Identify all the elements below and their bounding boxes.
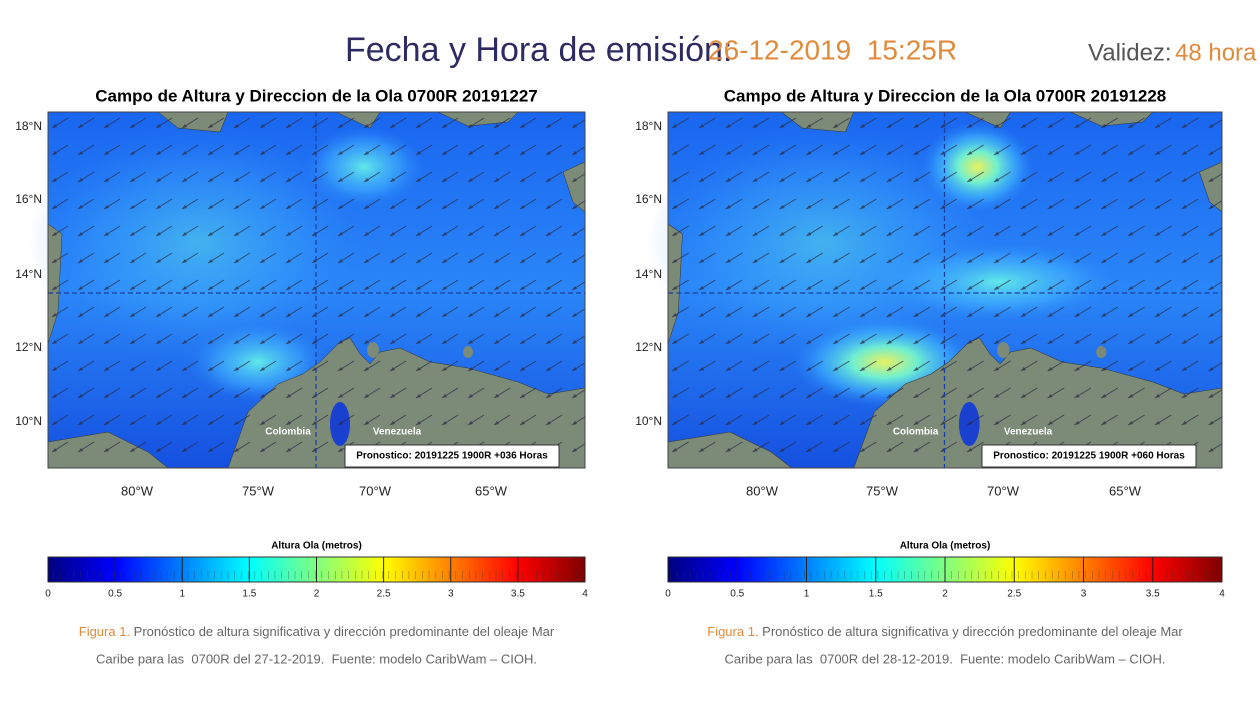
header-datetime: 26-12-2019 15:25R <box>708 34 957 65</box>
colorbar-tick-label: 3.5 <box>1146 589 1160 600</box>
caption-text: Pronóstico de altura significativa y dir… <box>130 624 555 639</box>
lat-label: 14°N <box>635 267 662 281</box>
lat-label: 10°N <box>635 414 662 428</box>
validity-label: Validez: <box>1088 39 1172 66</box>
country-label: Venezuela <box>1004 427 1053 438</box>
lon-label: 80°W <box>121 483 154 498</box>
colorbar-label: Altura Ola (metros) <box>900 541 991 552</box>
colorbar-tick-label: 1.5 <box>242 589 256 600</box>
country-label: Colombia <box>265 427 311 438</box>
lon-label: 80°W <box>746 483 779 498</box>
lat-label: 14°N <box>15 267 42 281</box>
forecast-box <box>344 444 560 468</box>
country-label: Colombia <box>893 427 939 438</box>
colorbar-tick-label: 0.5 <box>730 589 744 600</box>
colorbar-tick-label: 2 <box>314 589 320 600</box>
caption-figure: Figura 1. <box>707 624 758 639</box>
colorbar-tick-label: 4 <box>582 589 588 600</box>
caption-text: Pronóstico de altura significativa y dir… <box>759 624 1184 639</box>
map <box>28 111 586 469</box>
lat-label: 16°N <box>635 192 662 206</box>
lat-label: 12°N <box>635 340 662 354</box>
colorbar-tick-label: 3 <box>1081 589 1087 600</box>
colorbar-tick-label: 1.5 <box>869 589 883 600</box>
caption-line: Figura 1. Pronóstico de altura significa… <box>79 624 555 639</box>
colorbar-tick-label: 3 <box>448 589 454 600</box>
colorbar-tick-label: 2.5 <box>1007 589 1021 600</box>
colorbar-label: Altura Ola (metros) <box>271 541 362 552</box>
lon-label: 70°W <box>359 483 392 498</box>
colorbar-tick-label: 2 <box>942 589 948 600</box>
panel-title: Campo de Altura y Direccion de la Ola 07… <box>95 86 538 105</box>
lat-label: 12°N <box>15 340 42 354</box>
forecast-text: Pronostico: 20191225 1900R +060 Horas <box>993 451 1185 462</box>
panel-title: Campo de Altura y Direccion de la Ola 07… <box>724 86 1167 105</box>
lat-label: 18°N <box>15 119 42 133</box>
caption-figure: Figura 1. <box>79 624 130 639</box>
lon-label: 75°W <box>242 483 275 498</box>
caption-line: Figura 1. Pronóstico de altura significa… <box>707 624 1183 639</box>
lon-label: 75°W <box>866 483 899 498</box>
colorbar-tick-label: 0.5 <box>108 589 122 600</box>
colorbar-tick-label: 4 <box>1219 589 1225 600</box>
lat-label: 16°N <box>15 192 42 206</box>
colorbar-tick-label: 1 <box>179 589 185 600</box>
lat-label: 10°N <box>15 414 42 428</box>
lon-label: 65°W <box>475 483 508 498</box>
forecast-text: Pronostico: 20191225 1900R +036 Horas <box>356 451 548 462</box>
map-frame <box>47 111 586 469</box>
header-title: Fecha y Hora de emisión: <box>345 31 732 69</box>
lon-label: 65°W <box>1109 483 1142 498</box>
caption-line: Caribe para las 0700R del 28-12-2019. Fu… <box>724 651 1165 666</box>
colorbar-tick-label: 1 <box>804 589 810 600</box>
lon-label: 70°W <box>987 483 1020 498</box>
colorbar-tick-label: 0 <box>45 589 51 600</box>
colorbar-tick-label: 0 <box>665 589 671 600</box>
colorbar-tick-label: 2.5 <box>377 589 391 600</box>
lat-label: 18°N <box>635 119 662 133</box>
map-frame <box>667 111 1223 469</box>
forecast-box <box>981 444 1197 468</box>
country-label: Venezuela <box>373 427 422 438</box>
caption-line: Caribe para las 0700R del 27-12-2019. Fu… <box>96 651 537 666</box>
map <box>647 111 1223 469</box>
validity-value: 48 hora <box>1175 39 1257 66</box>
colorbar-tick-label: 3.5 <box>511 589 525 600</box>
